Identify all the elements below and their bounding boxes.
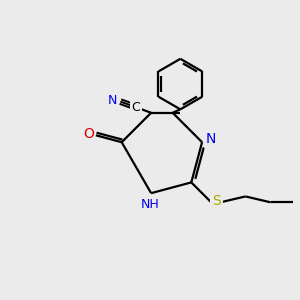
- Text: N: N: [206, 132, 216, 146]
- Text: C: C: [131, 101, 140, 114]
- Text: O: O: [83, 127, 94, 141]
- Text: N: N: [107, 94, 117, 106]
- Text: S: S: [212, 194, 221, 208]
- Text: NH: NH: [140, 198, 159, 211]
